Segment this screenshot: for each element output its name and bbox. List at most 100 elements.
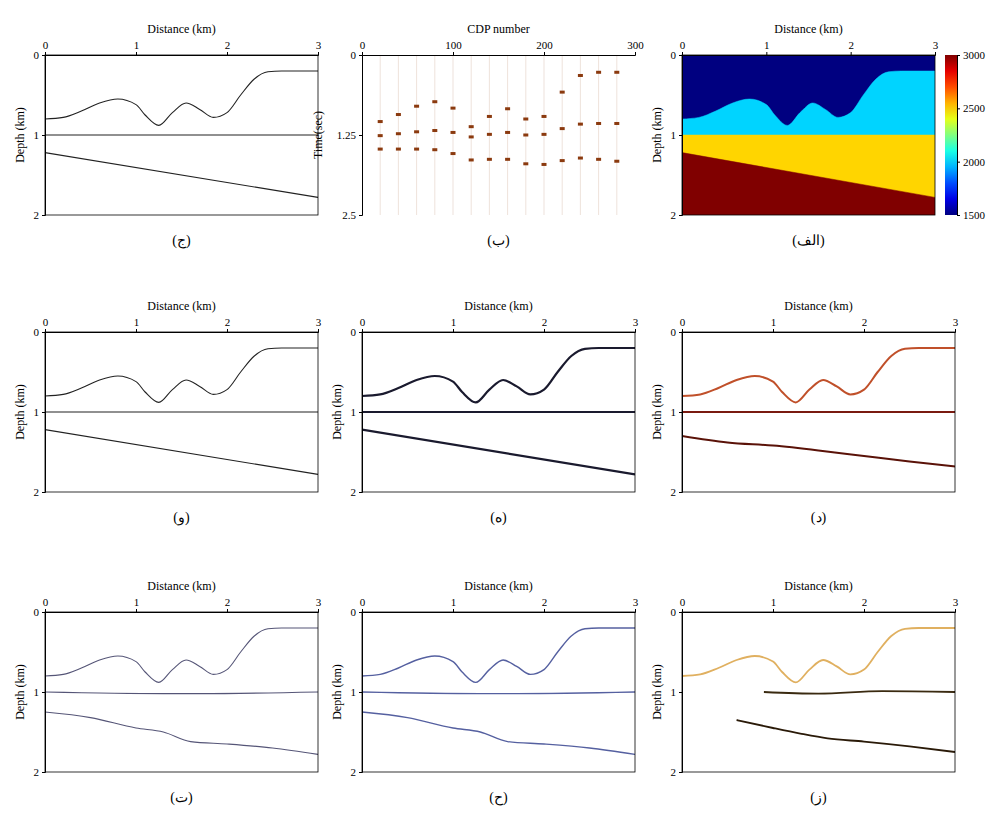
tick: 1 — [34, 686, 46, 698]
tick: 2 — [848, 39, 854, 55]
reflector — [682, 411, 955, 413]
tick-label: 1 — [451, 596, 457, 608]
tick-label: 2000 — [963, 156, 986, 168]
reflector — [45, 153, 318, 198]
plot-area — [45, 628, 318, 754]
reflector — [682, 628, 955, 682]
tick-mark — [679, 412, 682, 413]
tick-label: 3 — [933, 39, 939, 51]
reflector — [764, 691, 955, 693]
x-axis: 0100200300 — [360, 39, 645, 56]
tick: 2.5 — [342, 209, 362, 221]
event — [523, 118, 528, 121]
tick-mark — [679, 215, 682, 216]
tick-label: 3 — [316, 39, 322, 51]
y-axis-title: Depth (km) — [650, 664, 664, 720]
y-axis: 012 — [34, 606, 46, 778]
tick-mark — [42, 215, 45, 216]
tick-mark — [318, 52, 319, 55]
y-axis: 012 — [34, 49, 46, 221]
plot-area — [682, 55, 935, 215]
event — [614, 122, 619, 125]
axis-line — [42, 333, 46, 493]
tick: 2 — [862, 596, 868, 612]
tick-label: 0 — [680, 596, 686, 608]
plot-frame — [45, 55, 318, 215]
tick: 0 — [671, 606, 683, 618]
reflector — [45, 71, 318, 125]
trace — [416, 55, 417, 215]
tick: 1 — [771, 316, 777, 332]
x-axis: 0123 — [360, 596, 639, 613]
tick-mark — [635, 52, 636, 55]
y-axis-title: Depth (km) — [650, 384, 664, 440]
x-axis-title: Distance (km) — [464, 579, 532, 593]
reflector — [362, 712, 635, 754]
tick-label: 100 — [445, 39, 462, 51]
tick: 1 — [134, 39, 140, 55]
event — [505, 107, 510, 110]
tick-label: 0 — [43, 316, 49, 328]
tick-mark — [359, 692, 362, 693]
tick: 2 — [34, 209, 46, 221]
tick: 2 — [34, 486, 46, 498]
tick-label: 0 — [360, 596, 366, 608]
plot-area — [362, 628, 635, 754]
y-axis: 012 — [671, 326, 683, 498]
panel-caption: (ج) — [172, 233, 191, 249]
tick-mark — [679, 55, 682, 56]
axis-line — [359, 56, 363, 216]
x-axis: 0123 — [680, 316, 959, 333]
tick-label: 1 — [771, 316, 777, 328]
event — [596, 122, 601, 125]
tick-label: 300 — [627, 39, 644, 51]
reflector — [362, 430, 635, 475]
tick-mark — [679, 135, 682, 136]
event — [432, 148, 437, 151]
event — [487, 115, 492, 118]
panel: 0123012Distance (km)Depth (km)(و) — [13, 299, 321, 526]
event — [451, 107, 456, 110]
trace — [434, 55, 435, 215]
event — [396, 113, 401, 116]
event — [469, 135, 474, 138]
event — [451, 152, 456, 155]
x-axis: 0123 — [360, 316, 639, 333]
tick-mark — [453, 609, 454, 612]
tick-mark — [766, 52, 767, 55]
event — [505, 131, 510, 134]
tick-label: 1 — [34, 686, 40, 698]
tick-label: 0 — [680, 316, 686, 328]
axis-line — [958, 56, 961, 216]
tick: 2 — [542, 316, 548, 332]
tick-label: 2 — [862, 596, 868, 608]
tick: 1500 — [957, 209, 986, 221]
x-axis-title: CDP number — [467, 22, 530, 36]
axis-line — [679, 613, 683, 773]
event — [578, 74, 583, 77]
event — [560, 91, 565, 94]
panel: 010020030001.252.5CDP numberTime(sec)(ب) — [311, 22, 645, 249]
event — [560, 159, 565, 162]
tick: 3 — [933, 39, 939, 55]
tick: 2 — [34, 766, 46, 778]
panel-caption: (ح) — [489, 790, 508, 806]
axis-line — [359, 333, 363, 493]
tick: 2 — [351, 766, 363, 778]
tick-mark — [42, 332, 45, 333]
tick-mark — [359, 612, 362, 613]
y-axis: 012 — [34, 326, 46, 498]
x-axis-title: Distance (km) — [774, 22, 842, 36]
plot-frame — [682, 332, 955, 492]
panel: 0123012Distance (km)Depth (km)(ج) — [13, 22, 321, 249]
tick: 0 — [351, 49, 363, 61]
tick: 2 — [351, 486, 363, 498]
tick-mark — [359, 135, 362, 136]
tick-mark — [773, 329, 774, 332]
tick-label: 3 — [953, 316, 959, 328]
event — [378, 120, 383, 123]
tick-mark — [957, 215, 960, 216]
tick-label: 0 — [351, 326, 357, 338]
reflector — [737, 720, 955, 752]
tick-mark — [864, 609, 865, 612]
